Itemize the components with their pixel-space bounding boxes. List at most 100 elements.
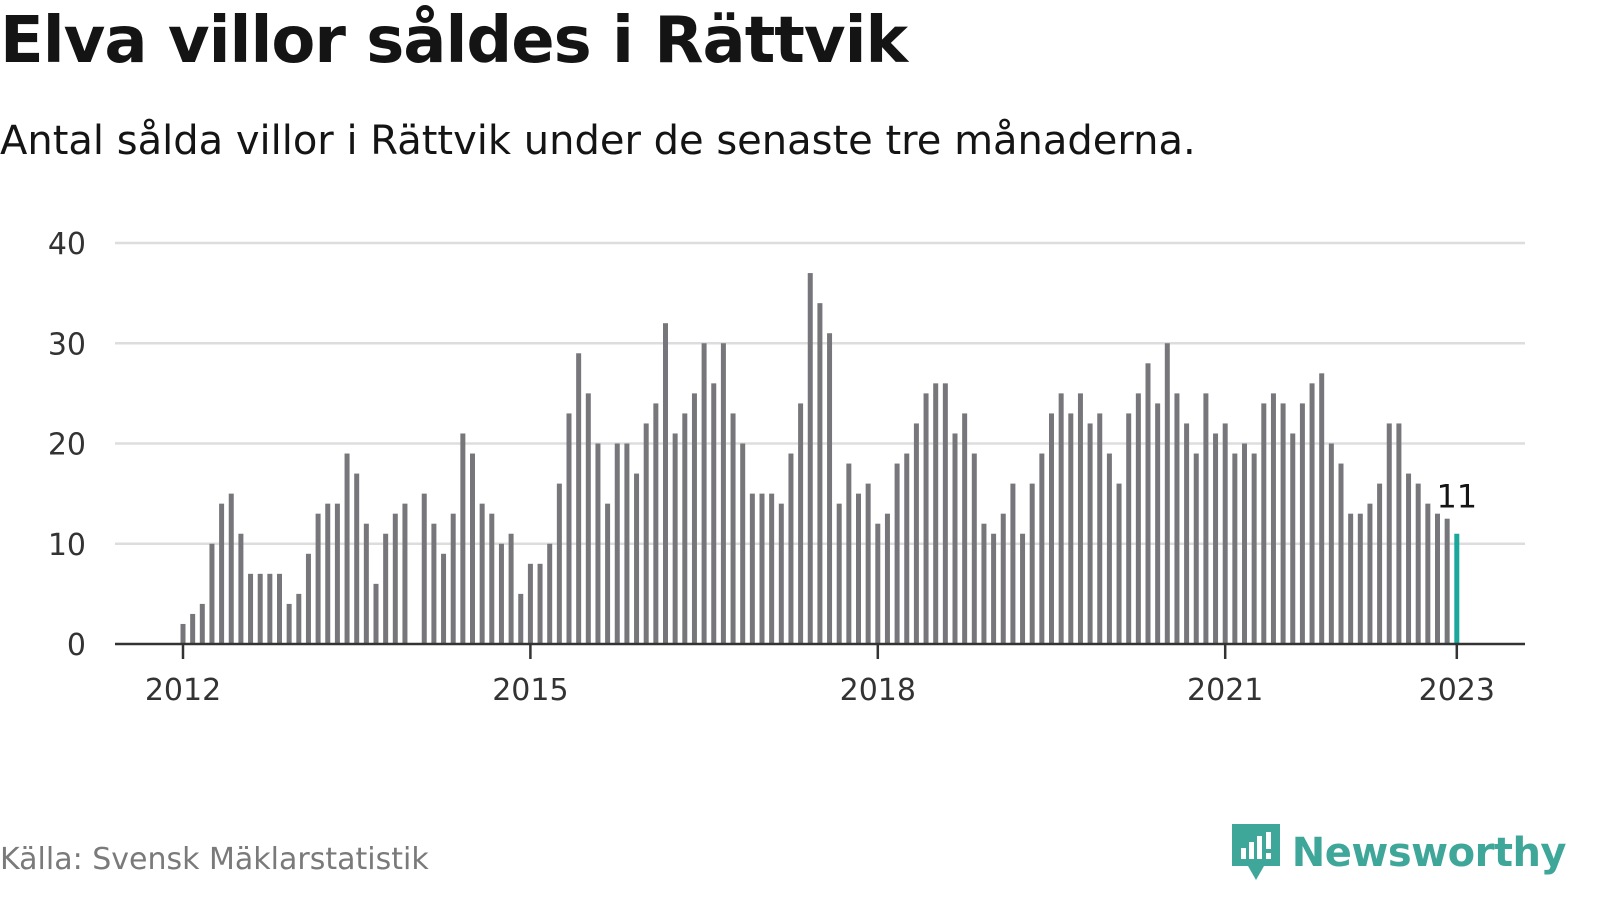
bar [248,573,254,644]
bar [1299,403,1305,644]
bar [498,543,504,644]
bar [537,563,543,644]
bar [1049,413,1054,644]
bar [1000,513,1006,644]
bar [1213,433,1219,644]
bar [527,563,533,644]
x-tick-label: 2023 [1419,673,1495,708]
bar [479,503,485,644]
y-tick-label: 30 [48,327,86,362]
chart-title: Elva villor såldes i Rättvik [0,4,908,78]
x-tick-label: 2012 [145,673,221,708]
bar [933,383,939,644]
bar [325,503,331,644]
bar [267,573,273,644]
bar [1377,483,1383,644]
bar [894,463,900,644]
bar [1058,393,1064,644]
bar [508,533,514,644]
source-note: Källa: Svensk Mäklarstatistik [0,842,429,877]
bar [817,303,823,644]
bar [691,393,697,644]
bar [865,483,871,644]
bar [759,493,765,644]
bar [856,493,861,644]
bar [1270,393,1276,644]
bar [991,533,997,644]
bar [344,453,350,644]
bar [1338,463,1344,644]
bar [402,503,408,644]
bar-chart: 0 10 20 30 40 2012 2015 2018 2021 2023 11 [48,227,1525,708]
bar [373,583,379,644]
bar [798,403,804,644]
bar [730,413,736,644]
bar [1039,453,1045,644]
bar [1415,483,1421,644]
bar [1290,433,1296,644]
bar [942,383,948,644]
bar [605,503,611,644]
bar [1348,513,1354,644]
bar [740,443,746,644]
bar [190,613,196,644]
bar-highlight [1454,533,1460,644]
y-tick-label: 40 [48,227,86,262]
bar [180,623,186,644]
bar [1174,393,1180,644]
bar [219,503,225,644]
bar [585,393,591,644]
bar [1357,513,1363,644]
bar [1193,453,1199,644]
bar [315,513,321,644]
bar [1164,343,1170,644]
bar [769,493,775,644]
bar [1135,393,1141,644]
bar [238,533,244,644]
bar [305,553,311,644]
bar [1435,513,1440,644]
newsworthy-logo-icon [1231,824,1280,880]
bar [1145,363,1151,644]
bar [1386,423,1392,644]
x-tick-label: 2015 [492,673,568,708]
bar [576,353,582,644]
bar [547,543,553,644]
bar [470,453,475,644]
bar [952,433,958,644]
chart-subtitle: Antal sålda villor i Rättvik under de se… [0,118,1196,164]
bar [228,493,234,644]
bar [595,443,601,644]
x-tick-label: 2021 [1187,673,1263,708]
y-tick-label: 20 [48,428,86,463]
bar [1367,503,1373,644]
y-tick-label: 10 [48,528,86,563]
bar [1251,453,1257,644]
bar [392,513,398,644]
bar [1097,413,1103,644]
bar [846,463,852,644]
bar [1328,443,1334,644]
bar [1184,423,1190,644]
bar [1029,483,1035,644]
bar [1309,383,1315,644]
bar [363,523,369,644]
bar [884,513,890,644]
bar [624,443,630,644]
bar [827,333,833,644]
bar [749,493,755,644]
bar [788,453,794,644]
bar [653,403,659,644]
bar [836,503,842,644]
bar [1222,423,1228,644]
bar [431,523,437,644]
bar [450,513,456,644]
bar [1126,413,1132,644]
bar [778,503,784,644]
bar [981,523,987,644]
bar [209,543,215,644]
bar [1242,443,1247,644]
bar [199,603,205,644]
x-tick-label: 2018 [840,673,916,708]
bar [1077,393,1083,644]
